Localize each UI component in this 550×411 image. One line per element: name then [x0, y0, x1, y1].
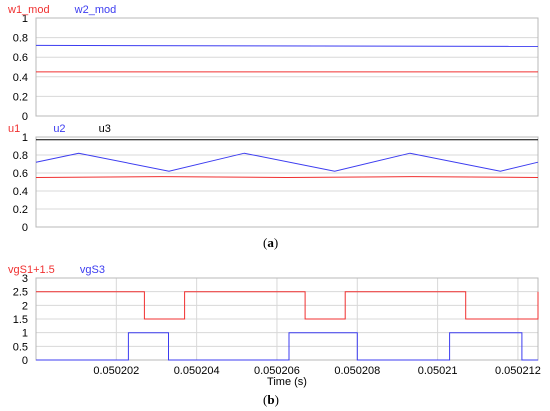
y-tick-label-1-5: 0 [22, 222, 28, 234]
x-axis-label: Time (s) [267, 376, 307, 388]
y-tick-label-0-4: 0.2 [13, 91, 28, 103]
legend-b: vgS1+1.5 vgS3 [8, 264, 105, 276]
x-tick-label-5: 0.050212 [495, 365, 541, 377]
x-tick-label-0: 0.050202 [93, 365, 139, 377]
legend-w1-mod: w1_mod [8, 4, 50, 16]
legend-u3: u3 [98, 123, 111, 135]
y-tick-label-2-3: 1.5 [13, 314, 28, 326]
legend-vgs3: vgS3 [79, 264, 105, 276]
series-line-1-1 [35, 152, 539, 172]
x-tick-label-1: 0.050204 [174, 365, 220, 377]
y-tick-label-1-2: 0.6 [13, 168, 28, 180]
x-tick-label-4: 0.05021 [418, 365, 458, 377]
legend-u1: u1 [8, 123, 21, 135]
series-line-2-0 [36, 291, 539, 320]
series-line-0-1 [35, 44, 539, 47]
legend-w2-mod: w2_mod [74, 4, 117, 16]
y-tick-label-1-1: 0.8 [13, 150, 28, 162]
legend-a-bottom: u1 u2 u3 [8, 123, 111, 135]
legend-a-top: w1_mod w2_mod [8, 4, 116, 16]
series-line-2-1 [36, 332, 538, 361]
y-tick-label-0-1: 0.8 [13, 33, 28, 45]
y-tick-label-1-3: 0.4 [13, 186, 28, 198]
panel-label-b: (b) [263, 392, 279, 407]
legend-vgs1: vgS1+1.5 [8, 264, 55, 276]
y-tick-label-2-4: 1 [22, 328, 28, 340]
y-tick-label-2-2: 2 [22, 300, 28, 312]
y-tick-label-0-3: 0.4 [13, 72, 28, 84]
panel-label-a: (a) [263, 235, 279, 250]
y-tick-label-0-2: 0.6 [13, 52, 28, 64]
y-tick-label-2-6: 0 [22, 355, 28, 367]
legend-u2: u2 [53, 123, 66, 135]
series-line-1-0 [35, 176, 539, 179]
y-tick-label-2-0: 3 [22, 273, 28, 285]
x-tick-label-2: 0.050206 [254, 365, 300, 377]
plot-frame-0 [35, 17, 539, 117]
y-tick-label-1-0: 1 [22, 132, 28, 144]
y-tick-label-2-5: 0.5 [13, 341, 28, 353]
y-tick-label-0-0: 1 [22, 13, 28, 25]
y-tick-label-1-4: 0.2 [13, 204, 28, 216]
plot-frame-1 [35, 136, 539, 228]
x-tick-label-3: 0.050208 [334, 365, 380, 377]
y-tick-label-0-5: 0 [22, 111, 28, 123]
y-tick-label-2-1: 2.5 [13, 287, 28, 299]
